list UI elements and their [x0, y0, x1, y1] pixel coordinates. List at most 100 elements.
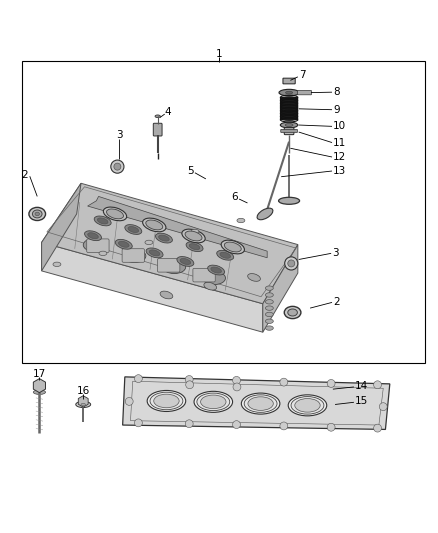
Circle shape: [327, 379, 335, 387]
Text: 7: 7: [299, 70, 306, 79]
Ellipse shape: [149, 250, 160, 256]
Circle shape: [327, 423, 335, 431]
Ellipse shape: [279, 197, 300, 204]
Ellipse shape: [160, 291, 173, 299]
Circle shape: [185, 376, 193, 383]
Ellipse shape: [221, 240, 244, 254]
Ellipse shape: [280, 116, 298, 120]
Circle shape: [233, 421, 240, 429]
Ellipse shape: [280, 103, 298, 108]
Ellipse shape: [280, 113, 298, 117]
Ellipse shape: [241, 393, 280, 414]
Text: 15: 15: [355, 396, 368, 406]
Ellipse shape: [186, 242, 203, 252]
Circle shape: [134, 375, 142, 383]
Ellipse shape: [145, 240, 153, 245]
Circle shape: [285, 257, 298, 270]
Ellipse shape: [201, 395, 226, 409]
Text: 12: 12: [333, 152, 346, 162]
Ellipse shape: [291, 397, 324, 414]
Ellipse shape: [280, 97, 298, 101]
Ellipse shape: [284, 306, 301, 319]
Polygon shape: [263, 245, 298, 332]
Ellipse shape: [150, 392, 183, 410]
Ellipse shape: [29, 207, 46, 221]
Ellipse shape: [185, 231, 202, 241]
Ellipse shape: [32, 210, 42, 218]
FancyBboxPatch shape: [87, 239, 109, 253]
Bar: [280, 98, 298, 120]
Text: 6: 6: [231, 192, 238, 203]
Ellipse shape: [265, 286, 273, 290]
Ellipse shape: [154, 394, 179, 408]
Ellipse shape: [247, 273, 261, 281]
Circle shape: [280, 422, 288, 430]
Circle shape: [185, 420, 193, 427]
Ellipse shape: [159, 235, 169, 241]
Ellipse shape: [128, 227, 138, 232]
Circle shape: [280, 378, 288, 386]
Ellipse shape: [177, 256, 194, 266]
Text: 5: 5: [187, 166, 194, 176]
Text: 4: 4: [164, 107, 171, 117]
Ellipse shape: [83, 238, 106, 252]
Ellipse shape: [146, 220, 163, 230]
Ellipse shape: [115, 239, 132, 249]
Ellipse shape: [103, 207, 127, 221]
Text: 10: 10: [333, 122, 346, 131]
FancyBboxPatch shape: [281, 130, 297, 133]
Text: 8: 8: [333, 87, 339, 97]
Ellipse shape: [280, 110, 298, 114]
Text: 3: 3: [332, 248, 339, 259]
Ellipse shape: [280, 100, 298, 104]
FancyBboxPatch shape: [158, 259, 180, 272]
Ellipse shape: [94, 216, 111, 226]
Bar: [22, 61, 425, 363]
Text: 11: 11: [333, 138, 346, 148]
Ellipse shape: [197, 393, 230, 410]
FancyBboxPatch shape: [297, 91, 311, 95]
Ellipse shape: [286, 91, 293, 94]
Ellipse shape: [280, 107, 298, 111]
Ellipse shape: [35, 212, 39, 216]
Ellipse shape: [257, 208, 273, 220]
Circle shape: [111, 160, 124, 173]
Ellipse shape: [143, 218, 166, 232]
Ellipse shape: [97, 218, 108, 224]
Ellipse shape: [147, 391, 186, 411]
Text: 17: 17: [33, 369, 46, 379]
Circle shape: [233, 376, 240, 384]
Ellipse shape: [285, 124, 293, 126]
Ellipse shape: [265, 306, 273, 310]
Ellipse shape: [119, 241, 129, 247]
Ellipse shape: [33, 390, 46, 394]
Ellipse shape: [163, 261, 186, 273]
Polygon shape: [42, 183, 298, 304]
Ellipse shape: [76, 401, 91, 408]
Ellipse shape: [155, 233, 173, 243]
Ellipse shape: [180, 259, 191, 264]
Ellipse shape: [211, 267, 222, 273]
Ellipse shape: [265, 293, 273, 297]
Circle shape: [374, 424, 381, 432]
Ellipse shape: [280, 122, 298, 128]
Ellipse shape: [220, 252, 230, 259]
Ellipse shape: [288, 309, 297, 316]
Text: 2: 2: [333, 297, 339, 308]
Ellipse shape: [244, 395, 277, 413]
Ellipse shape: [189, 244, 200, 249]
Circle shape: [379, 403, 387, 410]
Ellipse shape: [191, 229, 199, 233]
Ellipse shape: [217, 251, 233, 260]
Ellipse shape: [204, 282, 217, 290]
Ellipse shape: [265, 312, 273, 317]
Ellipse shape: [53, 262, 61, 266]
Text: 9: 9: [333, 104, 339, 115]
Circle shape: [186, 381, 194, 389]
Ellipse shape: [265, 326, 273, 330]
Polygon shape: [88, 197, 267, 258]
Ellipse shape: [106, 209, 124, 219]
FancyBboxPatch shape: [122, 249, 145, 262]
FancyBboxPatch shape: [193, 268, 215, 282]
Text: 1: 1: [215, 49, 223, 59]
